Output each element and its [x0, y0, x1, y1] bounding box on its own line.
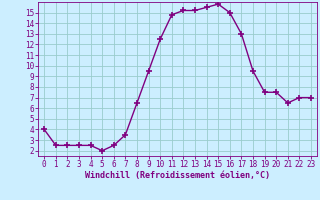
X-axis label: Windchill (Refroidissement éolien,°C): Windchill (Refroidissement éolien,°C): [85, 171, 270, 180]
